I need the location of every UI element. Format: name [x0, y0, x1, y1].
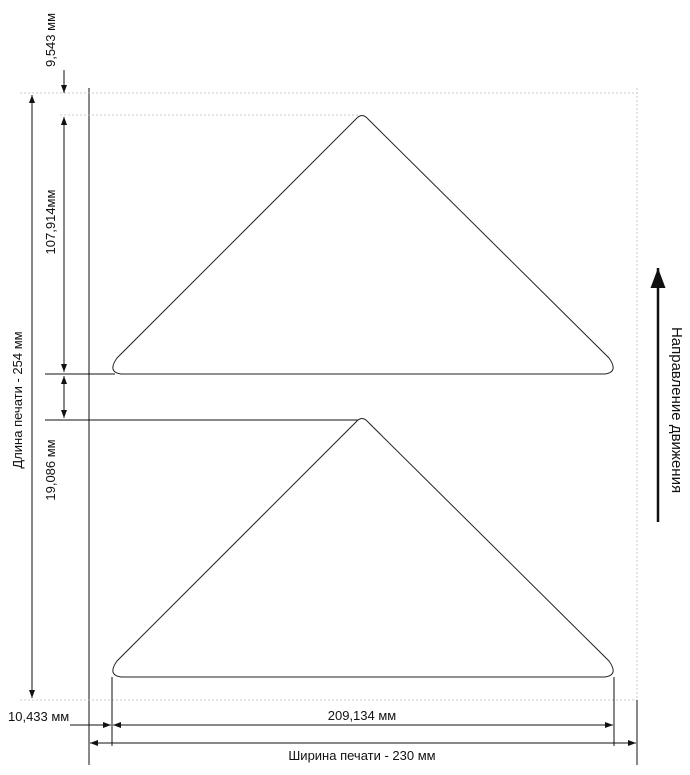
length-label: Длина печати - 254 мм: [10, 331, 25, 468]
width-label: 209,134 мм: [328, 708, 397, 723]
top-margin-label: 9,543 мм: [43, 13, 58, 67]
triangle-top: [112, 115, 614, 375]
side-margin-label: 10,433 мм: [8, 709, 69, 724]
direction-label: Направление движения: [668, 327, 685, 493]
print-width-label: Ширина печати - 230 мм: [288, 748, 435, 763]
height-label: 107,914мм: [43, 190, 58, 255]
triangle-bottom: [112, 418, 614, 678]
gap-label: 19,086 мм: [43, 439, 58, 500]
